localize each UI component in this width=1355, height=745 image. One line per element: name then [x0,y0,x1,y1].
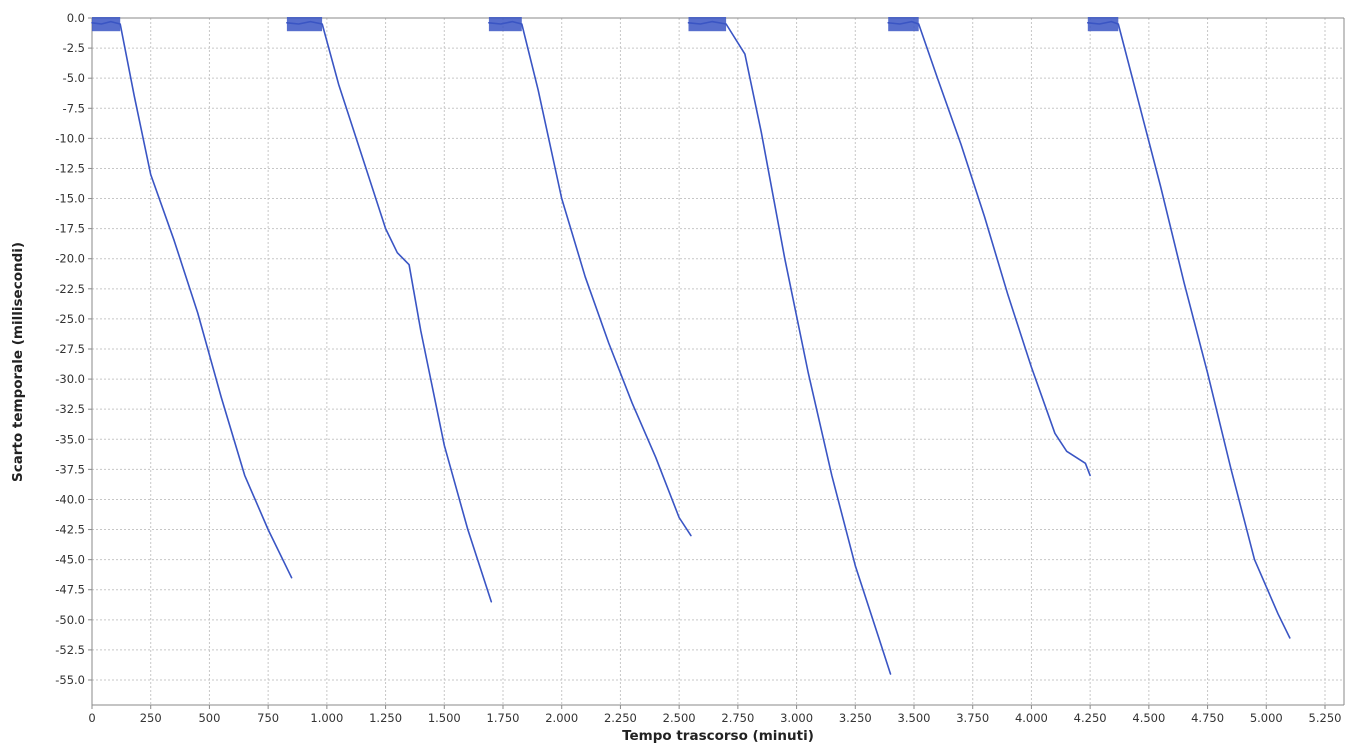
x-tick-label: 4.000 [1015,711,1048,725]
y-tick-label: -25.0 [55,312,85,326]
x-axis-title: Tempo trascorso (minuti) [622,728,814,744]
y-tick-label: -50.0 [55,613,85,627]
y-tick-label: -32.5 [55,402,85,416]
x-tick-label: 2.250 [604,711,637,725]
series-3-flat-segment [488,17,522,32]
x-tick-label: 750 [257,711,279,725]
series-5-line [887,20,1091,477]
y-tick-label: -35.0 [55,432,85,446]
y-tick-label: -12.5 [55,161,85,175]
y-tick-label: -37.5 [55,462,85,476]
x-tick-label: 250 [140,711,162,725]
series-4-flat-segment [688,17,727,32]
plot-area [92,18,1344,705]
x-tick-label: 1.750 [487,711,520,725]
y-tick-label: -10.0 [55,131,85,145]
y-tick-label: -45.0 [55,553,85,567]
y-tick-label: -47.5 [55,583,85,597]
series-4-line [687,20,892,675]
x-tick-label: 4.750 [1191,711,1224,725]
series-group [91,17,1291,675]
y-axis-title: Scarto temporale (millisecondi) [10,242,26,482]
series-6-flat-segment [1087,17,1119,32]
series-3-line [488,20,692,537]
x-tick-label: 5.250 [1309,711,1342,725]
y-tick-label: -20.0 [55,252,85,266]
y-tick-label: -52.5 [55,643,85,657]
y-tick-label: -17.5 [55,222,85,236]
x-tick-label: 1.500 [428,711,461,725]
x-tick-label: 3.750 [956,711,989,725]
series-2-line [286,20,493,603]
y-tick-label: -2.5 [63,41,85,55]
y-tick-label: -15.0 [55,192,85,206]
y-tick-label: -30.0 [55,372,85,386]
series-1-line [91,20,293,579]
x-tick-label: 0 [88,711,95,725]
tick-labels: 0 250 500 750 1.000 1.250 1.500 1.750 2.000 2.250… [55,11,1341,725]
series-2-flat-segment [286,17,323,32]
x-tick-label: 1.000 [310,711,343,725]
x-tick-label: 3.000 [780,711,813,725]
y-tick-label: -5.0 [63,71,85,85]
x-tick-label: 3.500 [898,711,931,725]
x-tick-label: 500 [198,711,220,725]
y-tick-label: -40.0 [55,492,85,506]
grid-lines [92,18,1344,705]
x-tick-label: 4.250 [1074,711,1107,725]
series-5-flat-segment [888,17,919,32]
y-tick-label: 0.0 [67,11,85,25]
x-tick-label: 5.000 [1250,711,1283,725]
x-tick-label: 3.250 [839,711,872,725]
y-tick-label: -42.5 [55,523,85,537]
x-tick-label: 2.500 [663,711,696,725]
series-1-flat-segment [92,17,121,32]
x-tick-label: 4.500 [1132,711,1165,725]
x-tick-label: 2.750 [721,711,754,725]
y-tick-label: -7.5 [63,101,85,115]
x-tick-label: 2.000 [545,711,578,725]
y-tick-label: -55.0 [55,673,85,687]
y-tick-label: -27.5 [55,342,85,356]
y-tick-label: -22.5 [55,282,85,296]
series-6-line [1087,20,1291,639]
x-tick-label: 1.250 [369,711,402,725]
